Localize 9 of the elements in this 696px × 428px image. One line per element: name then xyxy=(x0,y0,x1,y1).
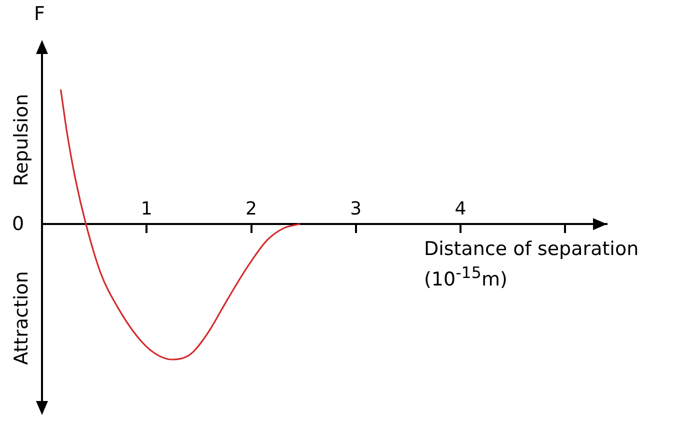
text: 0 xyxy=(12,213,24,236)
text: Repulsion xyxy=(10,94,34,186)
text: Attraction xyxy=(10,271,34,365)
x-tick-label: 3 xyxy=(350,198,362,220)
x-axis-title: Distance of separation (10$^{-15}$m) xyxy=(424,238,639,292)
y-axis-title: F xyxy=(34,3,45,26)
x-tick-label: 1 xyxy=(140,198,152,220)
x-tick-label: 2 xyxy=(246,198,257,220)
x-tick-label: 4 xyxy=(454,198,466,220)
